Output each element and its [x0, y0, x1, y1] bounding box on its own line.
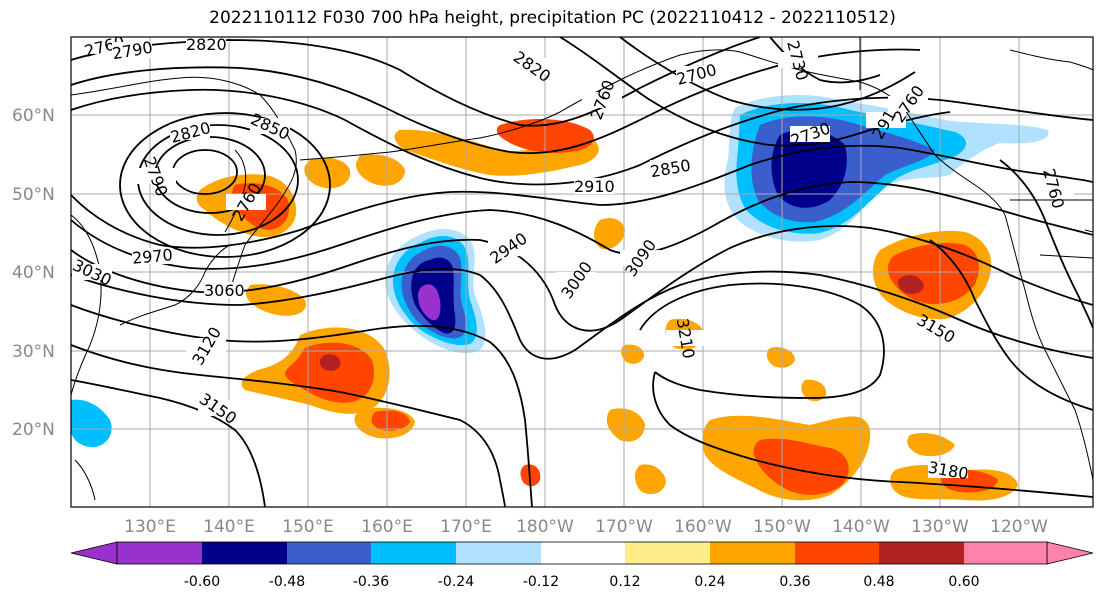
colorbar-extend-high — [1046, 541, 1094, 565]
lon-label: 150°W — [753, 517, 811, 537]
contour-label: 2910 — [574, 177, 615, 196]
colorbar-tick-label: 0.36 — [779, 574, 810, 590]
graticule — [71, 37, 1093, 507]
colorbar-tick-label: 0.12 — [609, 574, 640, 590]
lat-label: 30°N — [12, 342, 55, 362]
lat-label: 40°N — [12, 263, 55, 283]
lon-label: 140°W — [832, 517, 890, 537]
lon-label: 170°W — [595, 517, 653, 537]
colorbar-tick-label: -0.60 — [184, 574, 220, 590]
lat-label: 50°N — [12, 185, 55, 205]
latitude-labels: 60°N 50°N 40°N 30°N 20°N — [12, 106, 55, 440]
lon-label: 130°E — [124, 517, 176, 537]
longitude-labels: 130°E 140°E 150°E 160°E 170°E 180°W 170°… — [124, 517, 1048, 537]
lon-label: 180°W — [516, 517, 574, 537]
contour-label: 2970 — [131, 245, 173, 267]
colorbar-tick-label: -0.12 — [523, 574, 559, 590]
colorbar-tick-label: -0.24 — [438, 574, 474, 590]
colorbar-swatch — [456, 542, 541, 564]
colorbar-tick-label: -0.48 — [269, 574, 305, 590]
colorbar-tick-label: -0.36 — [353, 574, 389, 590]
lat-label: 20°N — [12, 420, 55, 440]
lon-label: 150°E — [282, 517, 334, 537]
colorbar-tick-label: 0.24 — [694, 574, 725, 590]
contour-label: 2820 — [186, 35, 227, 54]
colorbar-swatch — [117, 542, 202, 564]
colorbar-swatch — [964, 542, 1047, 564]
lon-label: 130°W — [911, 517, 969, 537]
lon-label: 160°E — [361, 517, 413, 537]
colorbar-swatch — [287, 542, 371, 564]
lat-label: 60°N — [12, 106, 55, 126]
colorbar: -0.60 -0.48 -0.36 -0.24 -0.12 0.12 0.24 … — [70, 541, 1094, 590]
map-frame — [70, 36, 1094, 508]
colorbar-swatch — [710, 542, 795, 564]
lon-label: 120°W — [990, 517, 1048, 537]
colorbar-swatch — [371, 542, 456, 564]
colorbar-outline — [116, 541, 1048, 565]
colorbar-tick-label: 0.48 — [863, 574, 894, 590]
colorbar-swatch — [879, 542, 964, 564]
contour-label: 3060 — [204, 281, 245, 300]
lon-label: 170°E — [440, 517, 492, 537]
colorbar-swatch — [625, 542, 710, 564]
colorbar-extend-low — [70, 541, 118, 565]
lon-label: 160°W — [674, 517, 732, 537]
colorbar-swatch — [795, 542, 879, 564]
lon-label: 140°E — [203, 517, 255, 537]
colorbar-tick-label: 0.60 — [948, 574, 979, 590]
colorbar-swatch — [541, 542, 625, 564]
colorbar-swatch — [202, 542, 287, 564]
map-title: 2022110112 F030 700 hPa height, precipit… — [209, 8, 896, 28]
coastlines — [71, 37, 1093, 501]
